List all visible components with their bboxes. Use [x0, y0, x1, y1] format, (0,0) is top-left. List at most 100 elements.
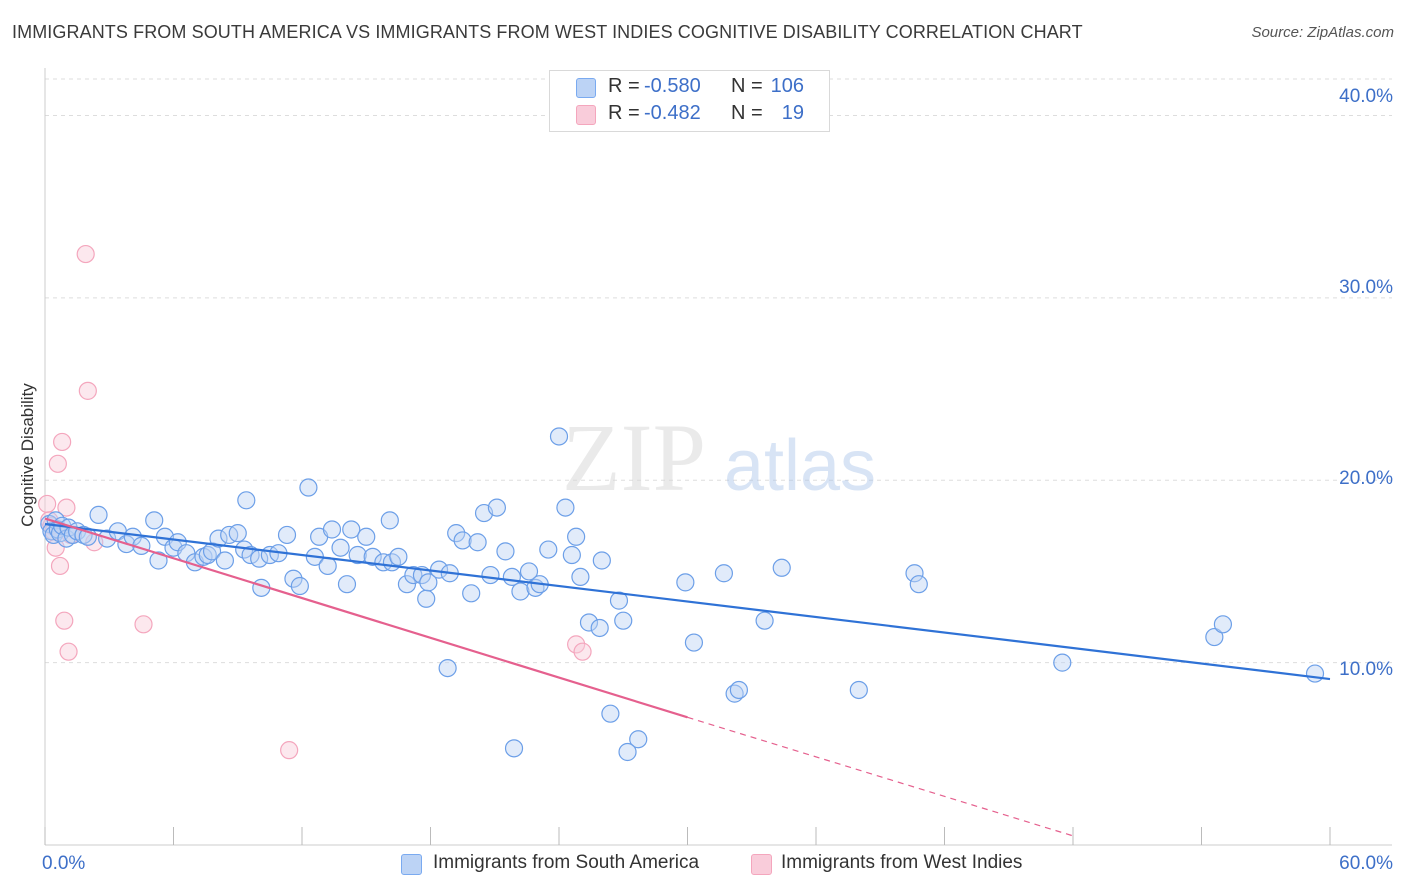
legend-swatch-pink: [751, 854, 772, 875]
data-point: [629, 730, 648, 749]
data-point: [48, 454, 67, 473]
legend-label-south-america: Immigrants from South America: [433, 852, 700, 873]
data-point: [539, 540, 558, 559]
legend-row-west-indies: R = -0.482 N = 19: [550, 102, 829, 128]
legend-label-west-indies: Immigrants from West Indies: [781, 852, 1023, 873]
legend-r-label: R =: [608, 102, 640, 124]
data-point: [145, 511, 164, 530]
trend-line-south-america: [44, 522, 1331, 681]
data-point: [337, 575, 357, 594]
data-point: [237, 491, 256, 510]
data-point: [849, 680, 868, 700]
data-point: [511, 582, 530, 601]
data-point: [714, 564, 734, 583]
y-tick-40: 40.0%: [1339, 86, 1393, 107]
legend-n-value: 106: [770, 75, 804, 97]
data-point: [290, 576, 309, 596]
legend-swatch-blue: [401, 854, 422, 875]
legend-swatch-blue: [576, 78, 596, 98]
series-legend-west-indies: Immigrants from West Indies: [751, 852, 1023, 875]
data-point: [567, 635, 586, 654]
data-point: [50, 556, 70, 576]
data-point: [462, 584, 481, 603]
data-point: [729, 680, 749, 700]
trend-line-west-indies-extension: [687, 716, 1074, 837]
data-point: [487, 498, 506, 517]
data-point: [277, 525, 297, 545]
y-tick-30: 30.0%: [1339, 277, 1393, 298]
data-point: [609, 591, 629, 610]
correlation-legend: R = -0.580 N = 106 R = -0.482 N = 19: [549, 70, 830, 132]
data-point: [496, 542, 515, 561]
data-point: [447, 524, 466, 543]
watermark-zip: ZIP: [562, 404, 706, 511]
trend-lines: [44, 517, 1331, 837]
data-point: [228, 524, 247, 543]
data-point: [57, 498, 76, 517]
data-point: [76, 244, 95, 264]
legend-n-label: N =: [731, 102, 763, 124]
data-point: [280, 741, 299, 760]
data-point: [905, 564, 924, 583]
legend-row-south-america: R = -0.580 N = 106: [550, 75, 829, 101]
data-point: [331, 538, 350, 557]
data-point: [601, 704, 620, 723]
data-point: [468, 533, 487, 552]
x-tick-max: 60.0%: [1339, 853, 1393, 874]
legend-r-value: -0.580: [644, 75, 701, 97]
data-point: [53, 432, 72, 452]
data-point: [149, 551, 168, 570]
data-point: [215, 551, 234, 570]
data-point: [89, 505, 108, 524]
y-tick-10: 10.0%: [1339, 659, 1393, 680]
data-point: [284, 569, 303, 588]
legend-r-value: -0.482: [644, 102, 701, 124]
data-point: [614, 611, 633, 630]
data-point: [134, 615, 153, 634]
data-point: [417, 589, 436, 608]
data-point: [438, 658, 457, 678]
data-point: [397, 575, 417, 594]
data-point: [453, 531, 472, 550]
data-point: [1205, 627, 1224, 647]
data-point: [592, 551, 611, 570]
data-point: [481, 565, 500, 585]
data-point: [318, 556, 337, 576]
legend-n-value: 19: [781, 102, 804, 124]
data-point: [78, 381, 97, 400]
data-point: [38, 494, 57, 514]
data-point: [571, 567, 590, 587]
data-point: [299, 478, 318, 497]
data-point: [676, 573, 695, 592]
data-point: [549, 427, 569, 446]
data-point: [909, 575, 928, 594]
data-point: [209, 529, 228, 548]
data-point: [1053, 653, 1072, 672]
series-south-america-points: [40, 427, 1325, 762]
data-point: [562, 545, 581, 565]
watermark-atlas: atlas: [724, 426, 876, 506]
data-point: [419, 573, 438, 592]
data-point: [348, 545, 367, 565]
data-point: [357, 527, 376, 546]
trend-line-west-indies: [44, 517, 688, 719]
y-axis-label: Cognitive Disability: [18, 383, 37, 527]
data-point: [389, 547, 408, 566]
series-legend-south-america: Immigrants from South America: [401, 852, 700, 875]
data-point: [684, 633, 704, 652]
legend-r-label: R =: [608, 75, 640, 97]
data-point: [59, 642, 78, 661]
data-point: [755, 611, 774, 630]
data-point: [380, 511, 399, 530]
data-point: [567, 527, 586, 546]
axes: [44, 68, 1392, 846]
data-point: [55, 611, 74, 630]
source-label: Source: ZipAtlas.com: [1251, 24, 1394, 41]
legend-n-label: N =: [731, 75, 763, 97]
x-tick-min: 0.0%: [42, 853, 86, 874]
chart-title: IMMIGRANTS FROM SOUTH AMERICA VS IMMIGRA…: [12, 22, 1083, 42]
data-point: [772, 558, 791, 577]
data-point: [556, 498, 575, 517]
y-tick-20: 20.0%: [1339, 468, 1393, 489]
data-point: [573, 642, 592, 661]
